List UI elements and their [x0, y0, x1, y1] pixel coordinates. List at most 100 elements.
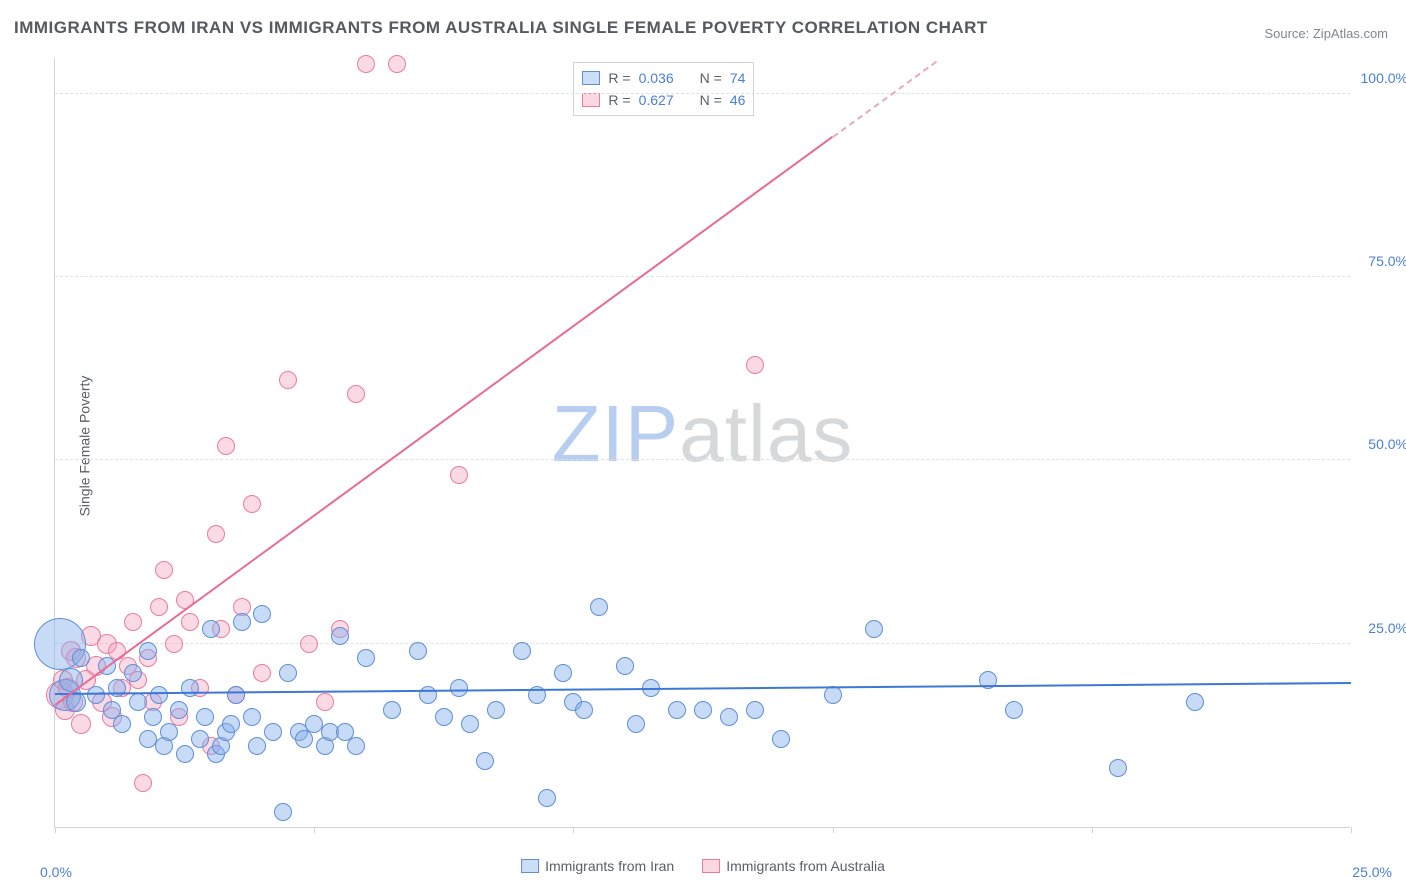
legend-label-iran: Immigrants from Iran: [545, 858, 674, 874]
scatter-point: [409, 642, 427, 660]
n-label: N =: [700, 70, 722, 86]
trend-line: [55, 682, 1351, 695]
scatter-point: [202, 620, 220, 638]
scatter-point: [217, 437, 235, 455]
y-tick-label: 25.0%: [1356, 620, 1406, 636]
scatter-point: [616, 657, 634, 675]
scatter-point: [222, 715, 240, 733]
scatter-point: [331, 627, 349, 645]
scatter-point: [668, 701, 686, 719]
scatter-point: [865, 620, 883, 638]
scatter-point: [124, 613, 142, 631]
scatter-point: [144, 708, 162, 726]
scatter-point: [450, 466, 468, 484]
scatter-point: [590, 598, 608, 616]
scatter-point: [357, 649, 375, 667]
scatter-point: [316, 693, 334, 711]
y-tick-label: 100.0%: [1356, 70, 1406, 86]
x-tick: [55, 827, 56, 833]
y-tick-label: 75.0%: [1356, 253, 1406, 269]
scatter-point: [72, 649, 90, 667]
scatter-point: [279, 664, 297, 682]
gridline: [55, 93, 1350, 94]
scatter-point: [150, 598, 168, 616]
scatter-point: [181, 613, 199, 631]
scatter-point: [575, 701, 593, 719]
scatter-point: [383, 701, 401, 719]
gridline: [55, 276, 1350, 277]
watermark-atlas: atlas: [679, 388, 853, 477]
legend-correlation: R = 0.036 N = 74 R = 0.627 N = 46: [573, 62, 754, 116]
watermark: ZIPatlas: [552, 387, 853, 479]
r-label: R =: [608, 92, 630, 108]
legend-row-iran: R = 0.036 N = 74: [582, 67, 745, 89]
scatter-point: [170, 701, 188, 719]
scatter-point: [113, 715, 131, 733]
y-tick-label: 50.0%: [1356, 436, 1406, 452]
chart-title: IMMIGRANTS FROM IRAN VS IMMIGRANTS FROM …: [14, 18, 988, 38]
scatter-point: [487, 701, 505, 719]
scatter-point: [435, 708, 453, 726]
scatter-point: [513, 642, 531, 660]
legend-label-aus: Immigrants from Australia: [726, 858, 885, 874]
scatter-point: [176, 745, 194, 763]
n-value-iran: 74: [730, 70, 746, 86]
n-value-aus: 46: [730, 92, 746, 108]
gridline: [55, 643, 1350, 644]
x-tick: [573, 827, 574, 833]
scatter-point: [476, 752, 494, 770]
scatter-point: [357, 55, 375, 73]
scatter-point: [1109, 759, 1127, 777]
scatter-point: [388, 55, 406, 73]
x-tick: [314, 827, 315, 833]
swatch-icon: [582, 71, 600, 85]
scatter-point: [160, 723, 178, 741]
swatch-icon: [702, 859, 720, 873]
scatter-point: [233, 613, 251, 631]
scatter-point: [181, 679, 199, 697]
plot-area: ZIPatlas R = 0.036 N = 74 R = 0.627 N = …: [54, 58, 1350, 828]
scatter-point: [279, 371, 297, 389]
scatter-point: [274, 803, 292, 821]
scatter-point: [87, 686, 105, 704]
scatter-point: [150, 686, 168, 704]
legend-item-australia: Immigrants from Australia: [702, 858, 885, 874]
scatter-point: [207, 525, 225, 543]
scatter-point: [450, 679, 468, 697]
trend-line: [832, 60, 937, 137]
r-label: R =: [608, 70, 630, 86]
scatter-point: [227, 686, 245, 704]
x-tick: [833, 827, 834, 833]
scatter-point: [124, 664, 142, 682]
scatter-point: [134, 774, 152, 792]
scatter-point: [155, 561, 173, 579]
scatter-point: [1186, 693, 1204, 711]
trend-line: [54, 136, 833, 706]
scatter-point: [746, 356, 764, 374]
scatter-point: [347, 385, 365, 403]
gridline: [55, 459, 1350, 460]
scatter-point: [243, 495, 261, 513]
watermark-zip: ZIP: [552, 388, 679, 477]
legend-series: Immigrants from Iran Immigrants from Aus…: [521, 858, 885, 874]
scatter-point: [248, 737, 266, 755]
scatter-point: [720, 708, 738, 726]
r-value-iran: 0.036: [639, 70, 674, 86]
scatter-point: [627, 715, 645, 733]
scatter-point: [71, 714, 91, 734]
scatter-point: [772, 730, 790, 748]
swatch-icon: [521, 859, 539, 873]
scatter-point: [824, 686, 842, 704]
scatter-point: [165, 635, 183, 653]
scatter-point: [419, 686, 437, 704]
scatter-point: [746, 701, 764, 719]
scatter-point: [347, 737, 365, 755]
scatter-point: [554, 664, 572, 682]
r-value-aus: 0.627: [639, 92, 674, 108]
x-tick: [1092, 827, 1093, 833]
scatter-point: [129, 693, 147, 711]
x-end-label: 25.0%: [1352, 864, 1392, 880]
x-tick: [1351, 827, 1352, 833]
scatter-point: [243, 708, 261, 726]
scatter-point: [461, 715, 479, 733]
